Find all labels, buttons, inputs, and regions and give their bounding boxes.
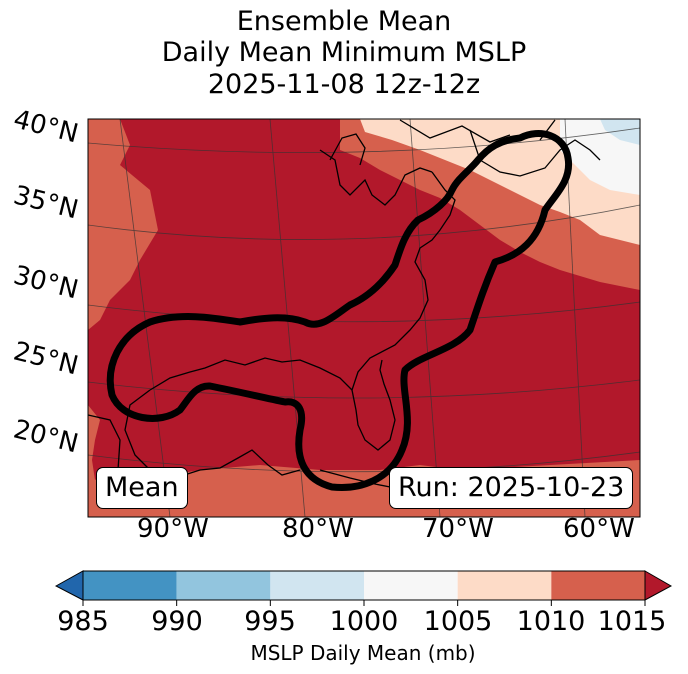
colorbar-tick-990: 990 <box>151 606 203 637</box>
colorbar-label: MSLP Daily Mean (mb) <box>250 641 476 665</box>
colorbar-under-arrow <box>54 570 84 601</box>
colorbar-swatch-1000-1005 <box>364 571 458 600</box>
lon-label-90w: 90°W <box>137 514 209 544</box>
colorbar-over-arrow <box>644 570 673 601</box>
colorbar-tick-995: 995 <box>244 606 296 637</box>
colorbar-swatch-1005-1010 <box>457 571 552 600</box>
ensemble-contour <box>106 130 573 492</box>
colorbar-tick-985: 985 <box>57 606 109 637</box>
lon-label-60w: 60°W <box>563 514 635 544</box>
field-1005-1010-west <box>88 119 158 330</box>
run-date-box: Run: 2025-10-23 <box>389 467 634 509</box>
colorbar-tick-1015: 1015 <box>597 606 667 637</box>
colorbar-swatch-1010-1015 <box>551 571 645 600</box>
lon-label-80w: 80°W <box>282 514 354 544</box>
map-frame <box>87 118 641 518</box>
colorbar-swatch-990-995 <box>176 571 271 600</box>
colorbar-tick-1010: 1010 <box>516 606 586 637</box>
coastlines <box>88 119 601 491</box>
graticule <box>88 119 640 517</box>
field-990-995 <box>600 119 640 145</box>
title-line-3: 2025-11-08 12z-12z <box>207 69 481 100</box>
mean-label-box: Mean <box>96 467 188 509</box>
colorbar-tick-1005: 1005 <box>423 606 493 637</box>
title-line-2: Daily Mean Minimum MSLP <box>161 37 527 68</box>
colorbar-swatch-985-990 <box>83 571 177 600</box>
colorbar-swatch-995-1000 <box>270 571 364 600</box>
colorbar-tick-marks <box>82 600 646 606</box>
title-line-1: Ensemble Mean <box>236 6 452 37</box>
lon-label-70w: 70°W <box>422 514 494 544</box>
colorbar-tick-1000: 1000 <box>329 606 399 637</box>
